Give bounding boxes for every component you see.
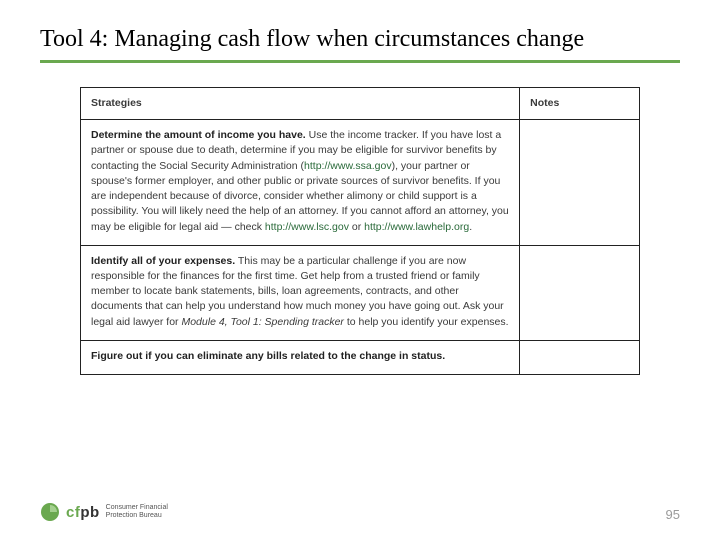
link[interactable]: http://www.lawhelp.org: [364, 221, 469, 233]
notes-cell: [520, 340, 640, 374]
strategy-lead: Identify all of your expenses.: [91, 255, 235, 267]
col-header-notes: Notes: [520, 88, 640, 120]
table-row: Identify all of your expenses. This may …: [81, 245, 640, 340]
strategies-table: Strategies Notes Determine the amount of…: [80, 87, 640, 375]
bureau-line1: Consumer Financial: [106, 504, 168, 511]
logo-cf: cf: [66, 504, 80, 521]
bureau-name: Consumer Financial Protection Bureau: [106, 504, 168, 521]
cfpb-logo-icon: [40, 502, 60, 522]
strategy-cell: Figure out if you can eliminate any bill…: [81, 340, 520, 374]
page-title: Tool 4: Managing cash flow when circumst…: [40, 24, 680, 54]
cfpb-logo: cfpb Consumer Financial Protection Burea…: [40, 502, 168, 522]
strategy-text: to help you identify your expenses.: [344, 316, 509, 328]
bureau-line2: Protection Bureau: [106, 512, 162, 519]
strategy-lead: Determine the amount of income you have.: [91, 129, 306, 141]
strategy-lead: Figure out if you can eliminate any bill…: [91, 350, 445, 362]
strategy-italic: Module 4, Tool 1: Spending tracker: [181, 316, 343, 328]
strategy-text: or: [349, 221, 364, 233]
table-header-row: Strategies Notes: [81, 88, 640, 120]
slide: Tool 4: Managing cash flow when circumst…: [0, 0, 720, 540]
link[interactable]: http://www.lsc.gov: [265, 221, 349, 233]
table-row: Determine the amount of income you have.…: [81, 120, 640, 246]
logo-pb: pb: [80, 504, 99, 521]
cfpb-wordmark: cfpb: [66, 504, 100, 521]
col-header-strategies: Strategies: [81, 88, 520, 120]
strategy-cell: Identify all of your expenses. This may …: [81, 245, 520, 340]
footer: cfpb Consumer Financial Protection Burea…: [40, 502, 680, 522]
page-number: 95: [666, 507, 680, 522]
strategy-cell: Determine the amount of income you have.…: [81, 120, 520, 246]
notes-cell: [520, 120, 640, 246]
notes-cell: [520, 245, 640, 340]
table-row: Figure out if you can eliminate any bill…: [81, 340, 640, 374]
title-block: Tool 4: Managing cash flow when circumst…: [40, 24, 680, 63]
strategy-text: .: [469, 221, 472, 233]
link[interactable]: http://www.ssa.gov: [304, 160, 392, 172]
